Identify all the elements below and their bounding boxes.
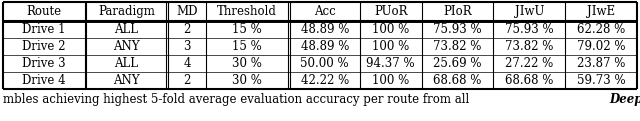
Text: 23.87 %: 23.87 % [577, 57, 625, 70]
Text: 100 %: 100 % [372, 23, 410, 36]
Text: JIwE: JIwE [587, 5, 615, 18]
Text: 73.82 %: 73.82 % [505, 40, 554, 53]
Text: 75.93 %: 75.93 % [505, 23, 554, 36]
Text: 2: 2 [184, 23, 191, 36]
Text: 79.02 %: 79.02 % [577, 40, 625, 53]
Text: Drive 3: Drive 3 [22, 57, 66, 70]
Text: JIwU: JIwU [515, 5, 544, 18]
Text: 100 %: 100 % [372, 40, 410, 53]
Text: Drive 4: Drive 4 [22, 74, 66, 87]
Text: 15 %: 15 % [232, 23, 262, 36]
Text: DeepLSTM: DeepLSTM [609, 92, 640, 106]
Text: 25.69 %: 25.69 % [433, 57, 482, 70]
Text: Paradigm: Paradigm [98, 5, 155, 18]
Text: 59.73 %: 59.73 % [577, 74, 625, 87]
Text: 3: 3 [184, 40, 191, 53]
Text: 42.22 %: 42.22 % [301, 74, 349, 87]
Text: 68.68 %: 68.68 % [505, 74, 554, 87]
Text: 50.00 %: 50.00 % [300, 57, 349, 70]
Text: 62.28 %: 62.28 % [577, 23, 625, 36]
Text: Threshold: Threshold [218, 5, 277, 18]
Text: PIoR: PIoR [444, 5, 472, 18]
Text: Route: Route [26, 5, 61, 18]
Text: 30 %: 30 % [232, 57, 262, 70]
Text: 15 %: 15 % [232, 40, 262, 53]
Text: 48.89 %: 48.89 % [301, 40, 349, 53]
Text: MD: MD [177, 5, 198, 18]
Text: 100 %: 100 % [372, 74, 410, 87]
Text: ALL: ALL [115, 57, 138, 70]
Text: ALL: ALL [115, 23, 138, 36]
Text: 30 %: 30 % [232, 74, 262, 87]
Text: 68.68 %: 68.68 % [433, 74, 482, 87]
Text: 73.82 %: 73.82 % [433, 40, 482, 53]
Text: Acc: Acc [314, 5, 335, 18]
Text: 27.22 %: 27.22 % [505, 57, 554, 70]
Text: 48.89 %: 48.89 % [301, 23, 349, 36]
Text: ANY: ANY [113, 74, 140, 87]
Text: 94.37 %: 94.37 % [367, 57, 415, 70]
Text: Drive 1: Drive 1 [22, 23, 66, 36]
Text: 75.93 %: 75.93 % [433, 23, 482, 36]
Text: 4: 4 [184, 57, 191, 70]
Text: PUoR: PUoR [374, 5, 408, 18]
Text: 2: 2 [184, 74, 191, 87]
Text: Drive 2: Drive 2 [22, 40, 66, 53]
Text: mbles achieving highest 5-fold average evaluation accuracy per route from all: mbles achieving highest 5-fold average e… [3, 92, 473, 106]
Text: ANY: ANY [113, 40, 140, 53]
